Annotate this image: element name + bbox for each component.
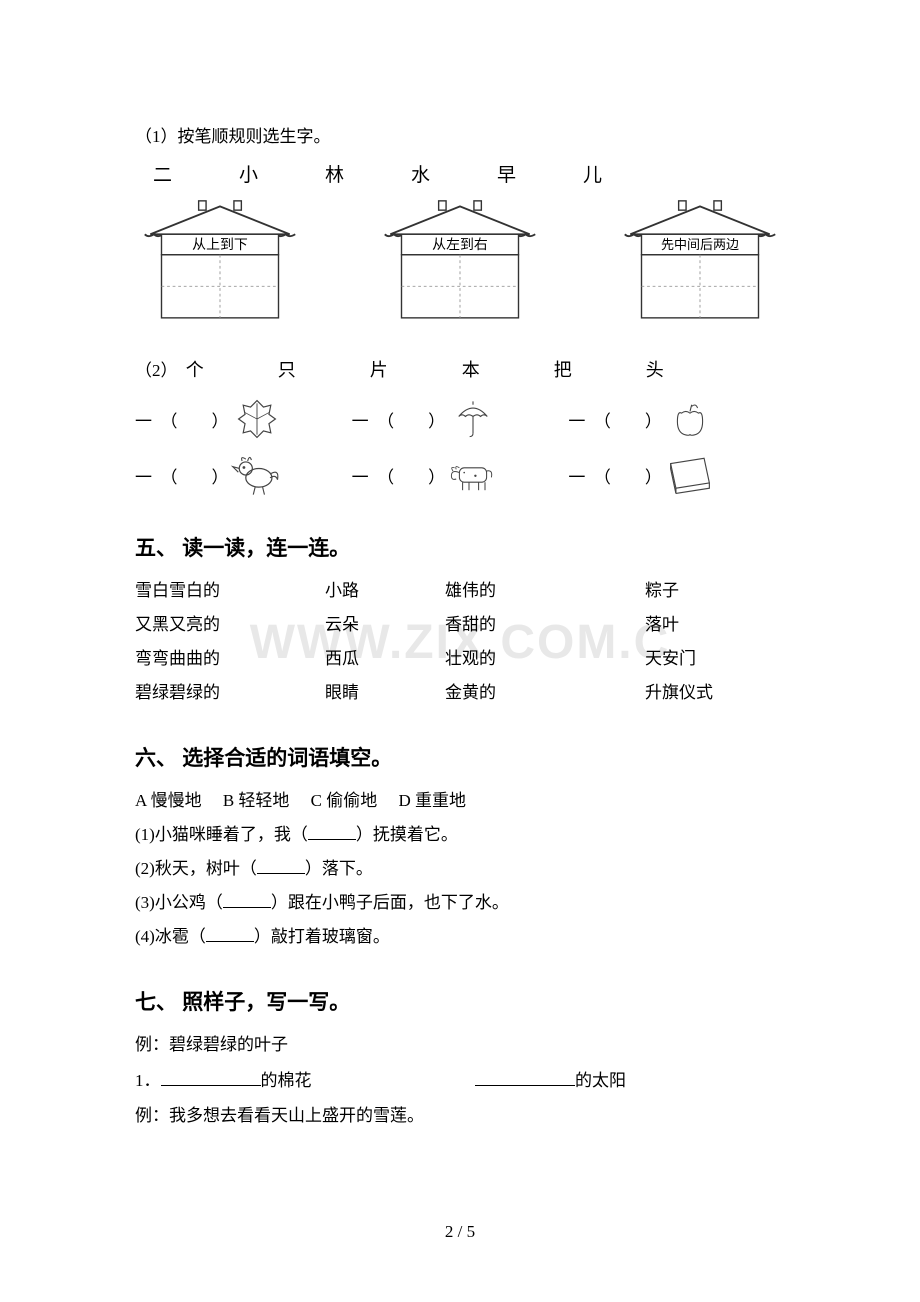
match-row-2: 弯弯曲曲的 西瓜 壮观的 天安门 xyxy=(135,642,785,676)
q2-line: （2） 个 只 片 本 把 头 xyxy=(135,352,785,388)
measure-6: 一 （ ） xyxy=(568,450,785,500)
item2-pre: (2)秋天，树叶（ xyxy=(135,859,257,878)
apple-icon xyxy=(662,394,718,444)
match-3-a: 碧绿碧绿的 xyxy=(135,676,325,710)
match-1-b: 云朵 xyxy=(325,608,445,642)
q1-prompt: （1）按笔顺规则选生字。 xyxy=(135,120,785,154)
section6-item-4: (4)冰雹（ ）敲打着玻璃窗。 xyxy=(135,920,785,954)
measure-prefix: 一 （ ） xyxy=(568,407,662,432)
section6-item-3: (3)小公鸡（ ）跟在小鸭子后面，也下了水。 xyxy=(135,886,785,920)
section5-title: 五、 读一读，连一连。 xyxy=(135,532,785,562)
match-0-c: 雄伟的 xyxy=(445,574,645,608)
house-1: 从上到下 xyxy=(135,199,305,334)
blank-input[interactable] xyxy=(475,1069,575,1086)
item1-post: ）抚摸着它。 xyxy=(356,825,458,844)
measure-prefix: 一 （ ） xyxy=(135,463,229,488)
house-3: 先中间后两边 xyxy=(615,199,785,334)
measure-prefix: 一 （ ） xyxy=(568,463,662,488)
item1-pre: (1)小猫咪睡着了，我（ xyxy=(135,825,308,844)
match-1-a: 又黑又亮的 xyxy=(135,608,325,642)
section7-example2: 例：我多想去看看天山上盛开的雪莲。 xyxy=(135,1099,785,1133)
house-3-label: 先中间后两边 xyxy=(661,237,739,252)
leaf-icon xyxy=(229,394,285,444)
measure-5: 一 （ ） xyxy=(352,450,569,500)
item4-post: ）敲打着玻璃窗。 xyxy=(254,927,390,946)
measure-3: 一 （ ） xyxy=(568,394,785,444)
blank-input[interactable] xyxy=(308,823,356,840)
measure-prefix: 一 （ ） xyxy=(352,463,446,488)
blank-input[interactable] xyxy=(206,925,254,942)
blank-input[interactable] xyxy=(257,857,305,874)
house-2: 从左到右 xyxy=(375,199,545,334)
house-2-label: 从左到右 xyxy=(432,237,488,253)
item3-post: ）跟在小鸭子后面，也下了水。 xyxy=(271,893,509,912)
house-icon: 从上到下 xyxy=(135,199,305,329)
match-0-b: 小路 xyxy=(325,574,445,608)
measure-2: 一 （ ） xyxy=(352,394,569,444)
match-1-d: 落叶 xyxy=(645,608,785,642)
q1-chars: 二 小 林 水 早 儿 xyxy=(153,160,785,187)
house-icon: 从左到右 xyxy=(375,199,545,329)
match-row-3: 碧绿碧绿的 眼睛 金黄的 升旗仪式 xyxy=(135,676,785,710)
section7-example1: 例：碧绿碧绿的叶子 xyxy=(135,1028,785,1062)
section6-title: 六、 选择合适的词语填空。 xyxy=(135,742,785,772)
section7-title: 七、 照样子，写一写。 xyxy=(135,986,785,1016)
match-0-a: 雪白雪白的 xyxy=(135,574,325,608)
house-1-label: 从上到下 xyxy=(192,237,248,253)
house-icon: 先中间后两边 xyxy=(615,199,785,329)
item4-pre: (4)冰雹（ xyxy=(135,927,206,946)
match-3-b: 眼睛 xyxy=(325,676,445,710)
measure-4: 一 （ ） xyxy=(135,450,352,500)
match-2-c: 壮观的 xyxy=(445,642,645,676)
match-3-c: 金黄的 xyxy=(445,676,645,710)
fill-num: 1． xyxy=(135,1071,161,1090)
match-2-b: 西瓜 xyxy=(325,642,445,676)
houses-row: 从上到下 从左到右 xyxy=(135,199,785,334)
page-number: 2 / 5 xyxy=(0,1222,920,1242)
match-1-c: 香甜的 xyxy=(445,608,645,642)
bird-icon xyxy=(229,450,285,500)
match-2-d: 天安门 xyxy=(645,642,785,676)
section7-fill-row: 1． 的棉花 的太阳 xyxy=(135,1062,785,1099)
item3-pre: (3)小公鸡（ xyxy=(135,893,223,912)
measure-prefix: 一 （ ） xyxy=(135,407,229,432)
cow-icon xyxy=(445,450,501,500)
q2-chars: 个 只 片 本 把 头 xyxy=(186,360,692,380)
umbrella-icon xyxy=(445,394,501,444)
blank-input[interactable] xyxy=(223,891,271,908)
match-0-d: 粽子 xyxy=(645,574,785,608)
match-row-1: 又黑又亮的 云朵 香甜的 落叶 xyxy=(135,608,785,642)
q2-prefix: （2） xyxy=(135,361,178,380)
measure-row-2: 一 （ ） 一 （ ） xyxy=(135,450,785,500)
section6-item-2: (2)秋天，树叶（ ）落下。 xyxy=(135,852,785,886)
page-content: （1）按笔顺规则选生字。 二 小 林 水 早 儿 从上到下 xyxy=(0,0,920,1173)
match-3-d: 升旗仪式 xyxy=(645,676,785,710)
measure-row-1: 一 （ ） 一 （ ） 一 xyxy=(135,394,785,444)
fill-right-post: 的太阳 xyxy=(575,1071,626,1090)
blank-input[interactable] xyxy=(161,1069,261,1086)
measure-prefix: 一 （ ） xyxy=(352,407,446,432)
fill-left-post: 的棉花 xyxy=(261,1071,312,1090)
section6-options: A 慢慢地 B 轻轻地 C 偷偷地 D 重重地 xyxy=(135,784,785,818)
measure-1: 一 （ ） xyxy=(135,394,352,444)
match-2-a: 弯弯曲曲的 xyxy=(135,642,325,676)
book-icon xyxy=(662,450,718,500)
section6-item-1: (1)小猫咪睡着了，我（ ）抚摸着它。 xyxy=(135,818,785,852)
match-row-0: 雪白雪白的 小路 雄伟的 粽子 xyxy=(135,574,785,608)
item2-post: ）落下。 xyxy=(305,859,373,878)
